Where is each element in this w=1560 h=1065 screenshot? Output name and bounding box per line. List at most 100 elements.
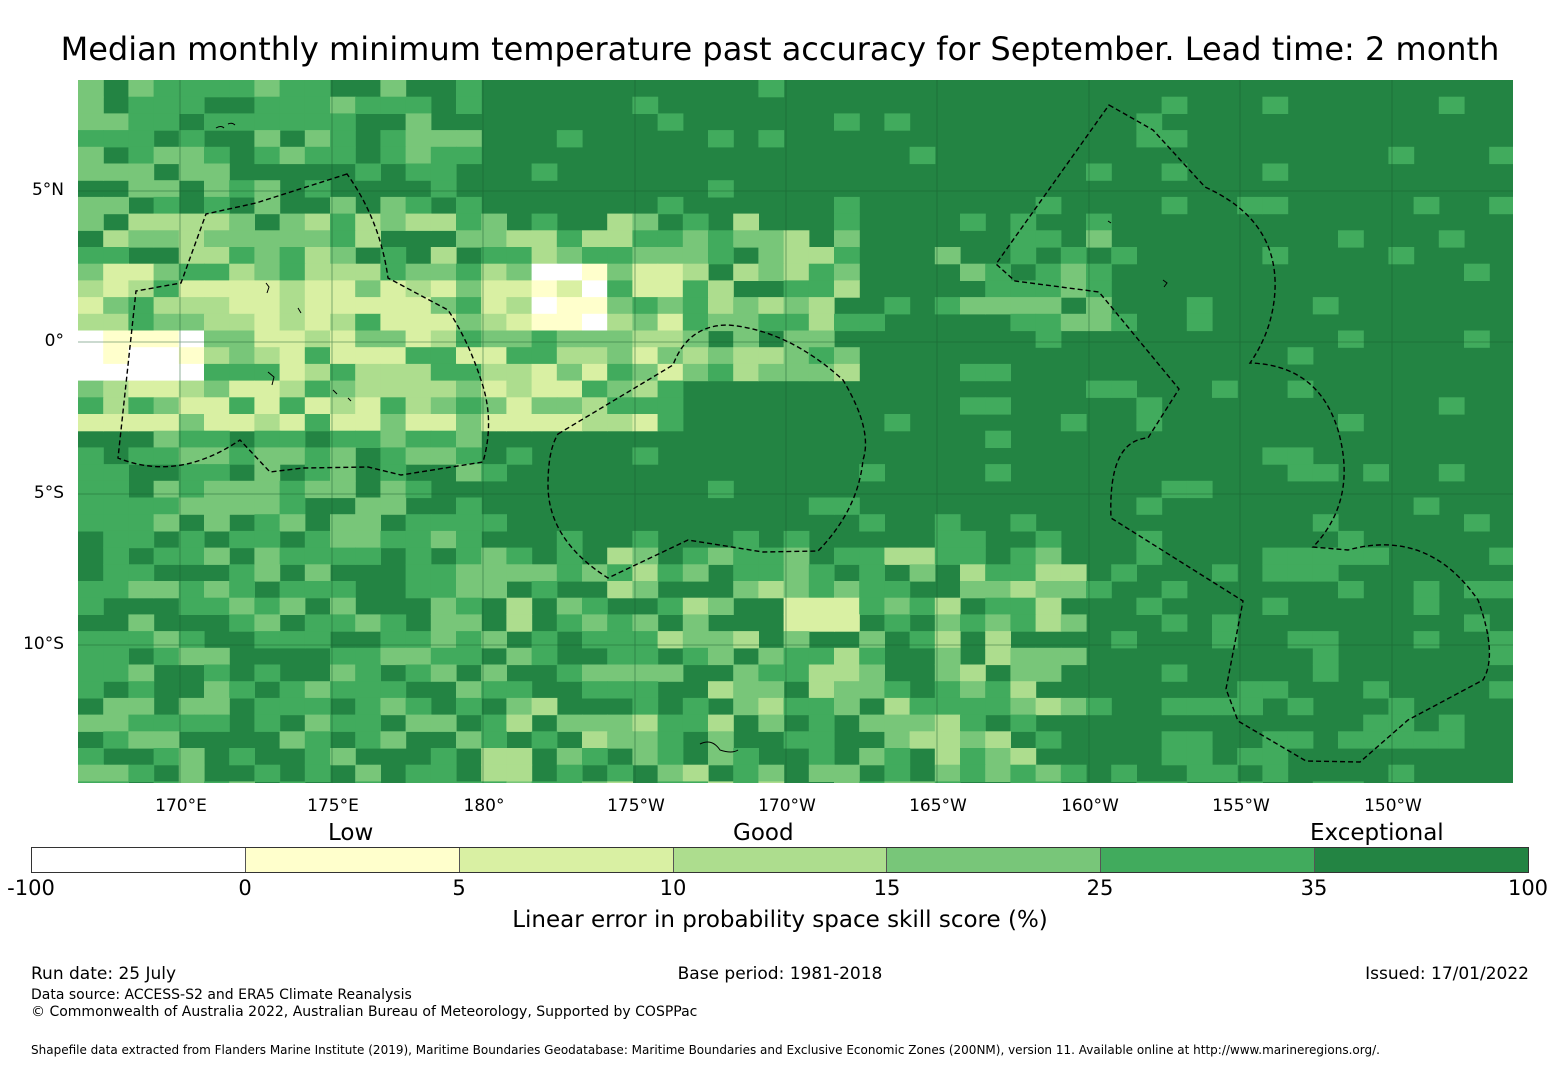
eez-line-islands [995, 104, 1491, 763]
skill-cell [682, 263, 709, 281]
skill-cell [1237, 697, 1263, 716]
skill-cell [481, 631, 507, 649]
skill-cell [481, 280, 507, 298]
skill-cell [758, 781, 785, 783]
skill-cell [1060, 263, 1087, 281]
skill-cell [909, 631, 936, 649]
skill-cell [153, 647, 180, 666]
skill-cell [153, 196, 180, 215]
skill-cell [682, 697, 709, 716]
skill-cell [808, 363, 835, 382]
skill-cell [808, 664, 835, 682]
skill-cell [304, 280, 331, 298]
skill-cell [582, 330, 608, 348]
skill-cell [783, 247, 810, 265]
skill-cell [456, 146, 482, 165]
skill-cell [556, 614, 583, 632]
skill-cell [481, 230, 507, 248]
skill-cell [531, 581, 558, 599]
skill-cell [1438, 714, 1465, 732]
skill-cell [279, 781, 306, 783]
skill-cell [204, 297, 230, 315]
skill-cell [607, 347, 633, 365]
skill-cell [506, 764, 533, 782]
skill-cell [153, 514, 180, 532]
skill-cell [103, 247, 129, 265]
skill-cell [859, 581, 885, 599]
skill-cell [304, 564, 331, 582]
skill-cell [884, 697, 911, 716]
skill-cell [657, 597, 684, 615]
skill-cell [884, 781, 911, 783]
colorbar-label: Linear error in probability space skill … [512, 907, 1048, 933]
skill-cell [430, 414, 457, 432]
skill-cell [153, 447, 180, 465]
skill-cell [204, 681, 230, 699]
skill-cell [1464, 614, 1490, 632]
skill-cell [330, 247, 356, 265]
skill-cell [330, 146, 356, 165]
skill-cell [279, 230, 306, 248]
skill-cell [1312, 647, 1339, 666]
skill-cell [1489, 681, 1513, 699]
skill-cell [531, 330, 558, 348]
skill-cell [985, 363, 1011, 382]
skill-cell [1035, 614, 1062, 632]
skill-cell [405, 146, 432, 165]
skill-cell [859, 664, 885, 682]
skill-cell [1035, 781, 1062, 783]
skill-cell [960, 530, 986, 549]
skill-cell [783, 363, 810, 382]
skill-cell [1338, 547, 1364, 565]
skill-cell [1212, 380, 1238, 398]
skill-cell [808, 614, 835, 632]
skill-cell [304, 681, 331, 699]
skill-cell [128, 280, 155, 298]
skill-cell [481, 213, 507, 231]
skill-cell [254, 597, 281, 615]
skill-cell [506, 230, 533, 248]
skill-cell [1060, 697, 1087, 716]
skill-cell [657, 280, 684, 298]
skill-cell [632, 280, 659, 298]
skill-cell [884, 547, 911, 565]
skill-cell [380, 363, 407, 382]
skill-cell [229, 414, 255, 432]
skill-cell [1312, 464, 1339, 482]
skill-cell [1086, 380, 1112, 398]
skill-cell [279, 497, 306, 515]
skill-cell [859, 681, 885, 699]
skill-cell [582, 313, 608, 332]
skill-cell [254, 664, 281, 682]
skill-cell [153, 731, 180, 749]
skill-cell [279, 447, 306, 465]
skill-cell [506, 564, 533, 582]
skill-cell [808, 681, 835, 699]
skill-cell [556, 764, 583, 782]
skill-cell [607, 764, 633, 782]
skill-cell [783, 547, 810, 565]
skill-cell [531, 280, 558, 298]
skill-cell [1363, 547, 1389, 565]
skill-cell [178, 96, 205, 114]
skill-cell [1086, 313, 1112, 332]
skill-cell [733, 781, 759, 783]
skill-cell [1489, 631, 1513, 649]
skill-cell [330, 480, 356, 499]
skill-cell [506, 748, 533, 766]
skill-cell [78, 497, 104, 515]
skill-cell [355, 414, 381, 432]
skill-cell [481, 781, 507, 783]
skill-cell [481, 247, 507, 265]
skill-cell [481, 714, 507, 732]
run-date: Run date: 25 July [31, 964, 177, 984]
skill-cell [1287, 564, 1314, 582]
skill-cell [1035, 697, 1062, 716]
skill-cell [254, 130, 281, 148]
skill-cell [1262, 764, 1289, 782]
skill-cell [254, 247, 281, 265]
skill-cell [103, 113, 129, 131]
skill-cell [355, 614, 381, 632]
skill-cell [556, 247, 583, 265]
skill-cell [632, 748, 659, 766]
